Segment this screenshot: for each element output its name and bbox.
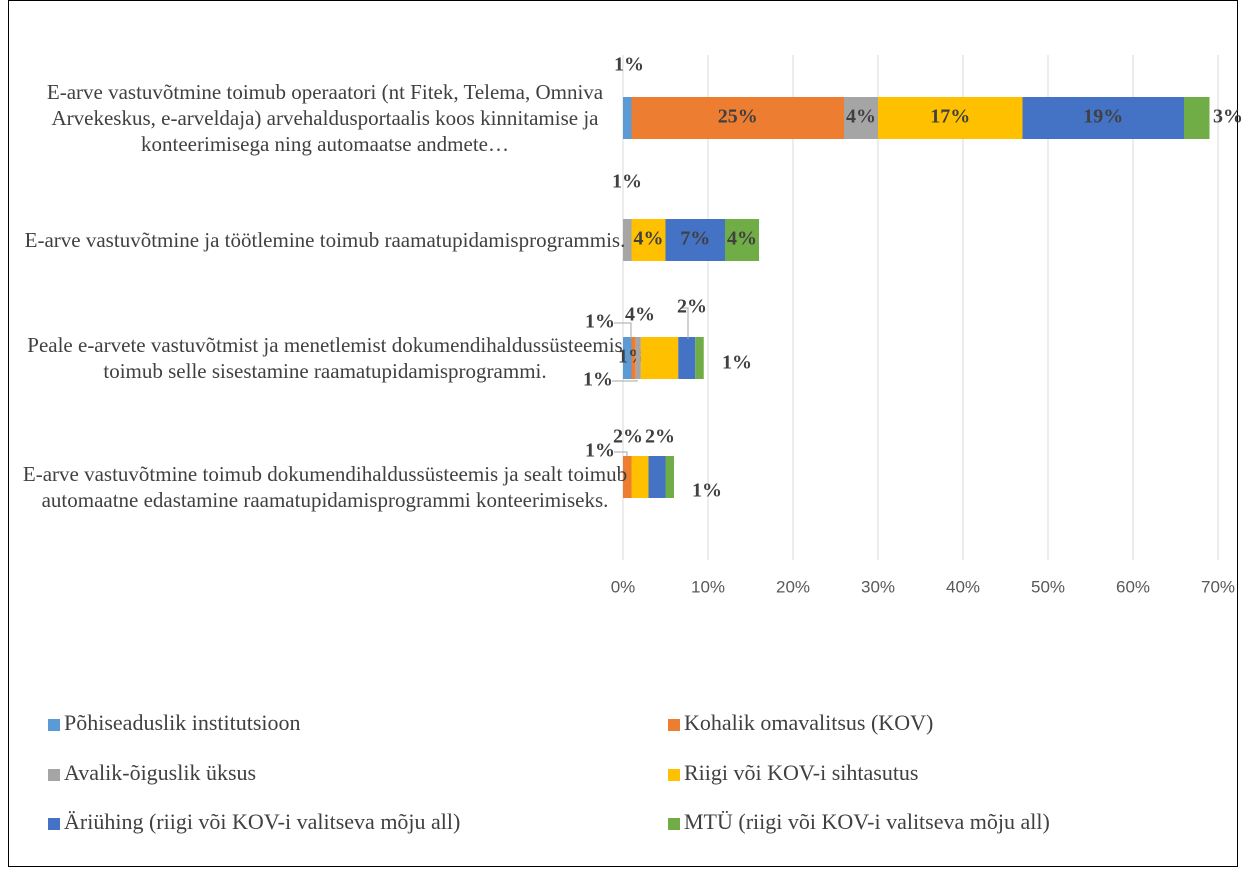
- data-label: 19%: [1083, 106, 1123, 128]
- data-label: 7%: [680, 228, 710, 250]
- bar-segment: [665, 456, 674, 498]
- data-label: 17%: [930, 106, 970, 128]
- leader-line: [614, 322, 632, 339]
- legend-swatch: [668, 769, 680, 781]
- bar-segment: [665, 219, 725, 261]
- bar-segment: [844, 97, 878, 139]
- bar-segment: [623, 456, 632, 498]
- legend-swatch: [668, 818, 680, 830]
- bar-segment: [648, 456, 666, 498]
- data-label: 4%: [634, 228, 664, 250]
- data-label: 1%: [583, 369, 613, 391]
- data-label: 1%: [614, 54, 644, 76]
- bar-segment: [623, 219, 632, 261]
- bar-segment: [623, 97, 632, 139]
- legend-swatch: [48, 719, 60, 731]
- legend-swatch: [668, 719, 680, 731]
- bar-segment: [695, 337, 704, 379]
- category-label: E-arve vastuvõtmine toimub dokumendihald…: [22, 462, 628, 512]
- data-label: 1%: [612, 171, 642, 193]
- data-label: 2%: [613, 426, 643, 448]
- bar-segment: [631, 97, 844, 139]
- leader-line: [680, 307, 689, 339]
- chart-border: [8, 0, 1238, 867]
- bar-segment: [631, 219, 666, 261]
- x-tick-label: 60%: [1116, 577, 1150, 596]
- data-label: 1%: [722, 352, 752, 374]
- bar-segment: [1184, 97, 1210, 139]
- data-label: 1%: [585, 440, 615, 462]
- bar-segment: [631, 456, 649, 498]
- data-label: 3%: [1213, 106, 1243, 128]
- data-label: 1%: [585, 311, 615, 333]
- legend-swatch: [48, 818, 60, 830]
- x-tick-label: 0%: [611, 577, 636, 596]
- legend-label: Avalik-õiguslik üksus: [64, 760, 256, 785]
- category-label: Peale e-arvete vastuvõtmist ja menetlemi…: [27, 333, 623, 383]
- x-tick-label: 40%: [946, 577, 980, 596]
- bar-segment: [623, 337, 632, 379]
- data-label: 1%: [692, 480, 722, 502]
- data-label: 4%: [625, 304, 655, 326]
- x-tick-label: 70%: [1201, 577, 1235, 596]
- x-tick-label: 50%: [1031, 577, 1065, 596]
- legend-label: MTÜ (riigi või KOV-i valitseva mõju all): [684, 809, 1050, 834]
- leader-line: [614, 451, 628, 456]
- legend-label: Põhiseaduslik institutsioon: [64, 710, 301, 735]
- bar-segment: [878, 97, 1023, 139]
- bar-segment: [640, 337, 679, 379]
- bar-segment: [631, 337, 636, 379]
- legend-swatch: [48, 769, 60, 781]
- data-label: 2%: [677, 296, 707, 318]
- x-tick-label: 10%: [691, 577, 725, 596]
- data-label: 4%: [846, 106, 876, 128]
- legend-label: Riigi või KOV-i sihtasutus: [684, 760, 919, 785]
- data-label: 4%: [727, 228, 757, 250]
- category-label: E-arve vastuvõtmine toimub operaatori (n…: [46, 80, 604, 156]
- bar-segment: [1022, 97, 1184, 139]
- leader-line: [612, 380, 638, 382]
- data-label: 25%: [718, 106, 758, 128]
- bar-segment: [725, 219, 759, 261]
- bar-segment: [635, 337, 641, 379]
- legend-label: Äriühing (riigi või KOV-i valitseva mõju…: [64, 809, 460, 834]
- bar-segment: [678, 337, 696, 379]
- legend-label: Kohalik omavalitsus (KOV): [684, 710, 933, 735]
- data-label: 2%: [645, 426, 675, 448]
- x-tick-label: 20%: [776, 577, 810, 596]
- category-label: E-arve vastuvõtmine ja töötlemine toimub…: [24, 228, 626, 252]
- x-tick-label: 30%: [861, 577, 895, 596]
